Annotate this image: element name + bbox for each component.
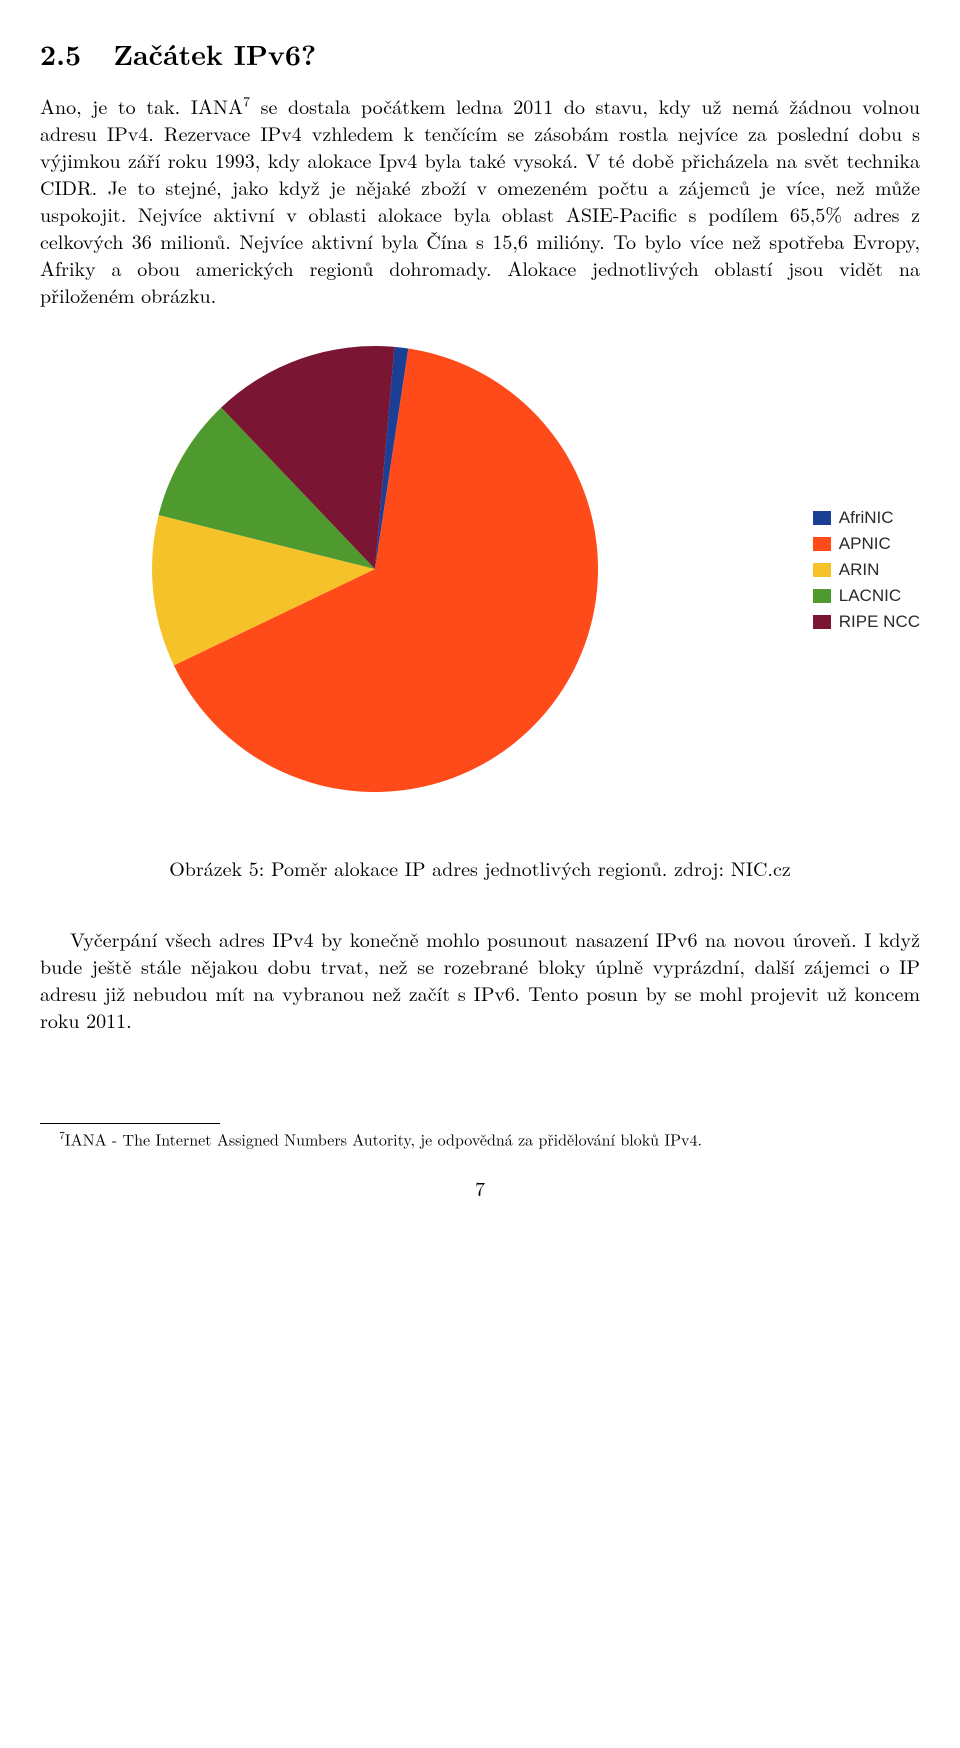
legend-swatch-icon: [813, 511, 831, 525]
paragraph-2: Vyčerpání všech adres IPv4 by konečně mo…: [40, 925, 920, 1033]
section-title: Začátek IPv6?: [113, 34, 316, 74]
legend-label: ARIN: [839, 559, 880, 582]
legend-label: APNIC: [839, 533, 891, 556]
section-heading: 2.5 Začátek IPv6?: [40, 36, 920, 74]
section-number: 2.5: [40, 34, 81, 74]
footnote-7: 7IANA - The Internet Assigned Numbers Au…: [40, 1128, 920, 1150]
p1-part-b: se dostala počátkem ledna 2011 do stavu,…: [40, 91, 920, 309]
legend-item-lacnic: LACNIC: [813, 585, 920, 608]
footnote-ref-7: 7: [243, 91, 250, 111]
page-number: 7: [40, 1174, 920, 1201]
pie-chart-svg: [150, 344, 600, 794]
legend-swatch-icon: [813, 615, 831, 629]
figure-caption: Obrázek 5: Poměr alokace IP adres jednot…: [40, 854, 920, 881]
p1-part-a: Ano, je to tak. IANA: [40, 91, 243, 120]
figure-allocation-pie: AfriNIC APNIC ARIN LACNIC RIPE NCC: [40, 344, 920, 814]
legend-swatch-icon: [813, 563, 831, 577]
legend-label: RIPE NCC: [839, 611, 920, 634]
legend-swatch-icon: [813, 537, 831, 551]
legend-label: LACNIC: [839, 585, 901, 608]
legend-item-arin: ARIN: [813, 559, 920, 582]
footnote-text: IANA - The Internet Assigned Numbers Aut…: [65, 1127, 702, 1150]
legend-item-afrinic: AfriNIC: [813, 507, 920, 530]
legend-label: AfriNIC: [839, 507, 894, 530]
footnote-rule: [40, 1123, 220, 1124]
paragraph-1: Ano, je to tak. IANA7 se dostala počátke…: [40, 92, 920, 308]
legend-item-ripe-ncc: RIPE NCC: [813, 611, 920, 634]
legend-item-apnic: APNIC: [813, 533, 920, 556]
legend-swatch-icon: [813, 589, 831, 603]
pie-legend: AfriNIC APNIC ARIN LACNIC RIPE NCC: [813, 504, 920, 637]
